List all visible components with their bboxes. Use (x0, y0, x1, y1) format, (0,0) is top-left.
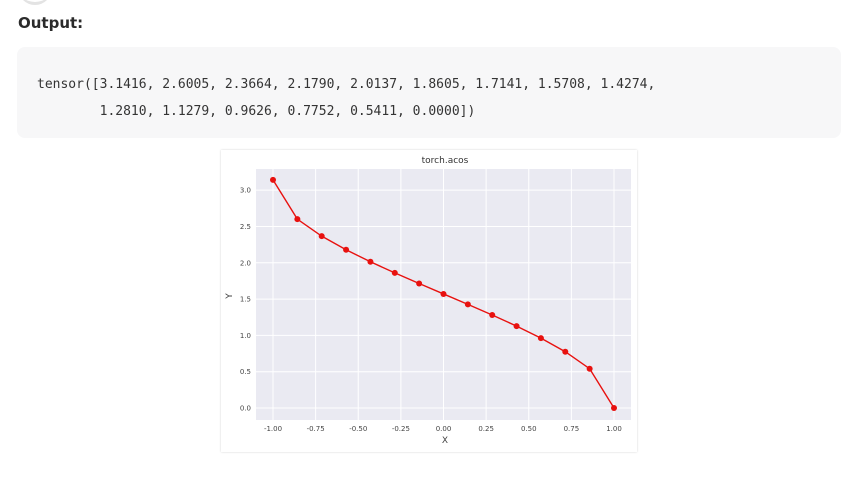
x-tick-label: 0.25 (478, 425, 494, 433)
x-tick-label: 0.75 (564, 425, 580, 433)
data-point (537, 335, 544, 342)
y-tick-label: 1.5 (240, 296, 251, 304)
x-axis-label: X (442, 436, 448, 446)
data-point (318, 233, 325, 240)
data-point (270, 176, 276, 183)
x-tick-label: -1.00 (264, 425, 282, 433)
data-point (464, 301, 471, 308)
x-tick-label: 0.00 (436, 425, 452, 433)
data-point (562, 348, 569, 355)
x-tick-label: 0.50 (521, 425, 537, 433)
y-tick-label: 2.0 (240, 259, 251, 267)
x-tick-label: -0.25 (392, 425, 410, 433)
y-tick-label: 0.5 (240, 368, 251, 376)
x-tick-label: -0.75 (307, 425, 325, 433)
data-point (513, 323, 520, 330)
line-chart: torch.acos X Y -1.00 -0.75 -0.50 -0.25 0.00 0… (225, 156, 631, 446)
data-point (586, 365, 593, 372)
data-point (391, 269, 398, 276)
top-decoration (18, 0, 52, 5)
y-tick-label: 3.0 (240, 187, 251, 195)
code-output-block: tensor([3.1416, 2.6005, 2.3664, 2.1790, … (17, 47, 841, 138)
data-point (416, 280, 423, 287)
x-tick-label: 1.00 (606, 425, 622, 433)
data-point (611, 405, 617, 411)
x-tick-label: -0.50 (349, 425, 367, 433)
data-point (294, 216, 301, 223)
y-tick-label: 0.0 (240, 405, 251, 413)
code-line-1: tensor([3.1416, 2.6005, 2.3664, 2.1790, … (37, 77, 656, 92)
data-point (489, 311, 496, 318)
data-point (440, 290, 447, 297)
y-tick-label: 1.0 (240, 332, 251, 340)
code-line-2: 1.2810, 1.1279, 0.9626, 0.7752, 0.5411, … (37, 104, 476, 119)
chart-title: torch.acos (422, 156, 469, 166)
data-point (343, 246, 350, 253)
chart-figure: torch.acos X Y -1.00 -0.75 -0.50 -0.25 0.00 0… (221, 150, 637, 452)
data-point (367, 258, 374, 265)
y-axis-label: Y (225, 293, 235, 300)
output-heading: Output: (18, 14, 84, 32)
y-tick-label: 2.5 (240, 223, 251, 231)
